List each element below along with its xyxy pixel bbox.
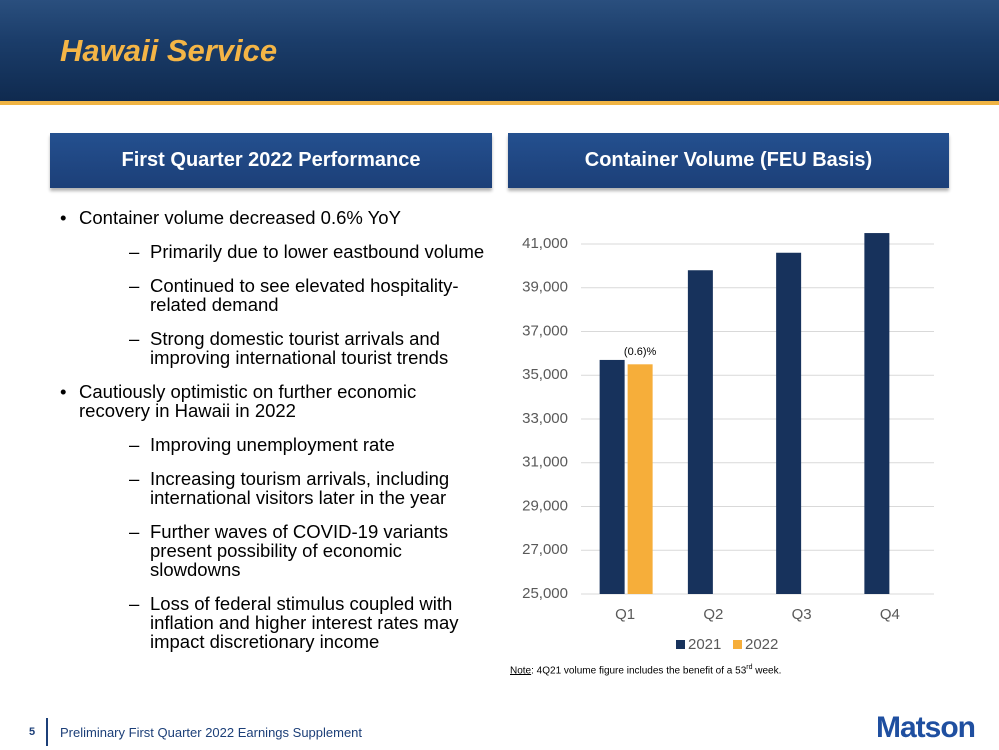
data-annotation: (0.6)% <box>624 346 657 358</box>
bar <box>627 364 653 594</box>
y-tick-label: 35,000 <box>522 366 568 383</box>
legend-swatch <box>676 640 685 649</box>
bullet: Container volume decreased 0.6% YoY Prima… <box>58 208 488 367</box>
bullet: Cautiously optimistic on further economi… <box>58 382 488 651</box>
page-number: 5 <box>29 726 36 738</box>
bullet-text: Container volume decreased 0.6% YoY <box>79 207 401 228</box>
legend-swatch <box>733 640 742 649</box>
bar <box>776 252 802 594</box>
note-sup: rd <box>746 664 753 671</box>
bar <box>864 233 890 594</box>
y-tick-label: 33,000 <box>522 410 568 427</box>
logo: Matson <box>876 711 976 744</box>
note-end: week. <box>752 665 782 677</box>
sub-bullet: Primarily due to lower eastbound volume <box>79 242 488 261</box>
legend-label: 2021 <box>688 636 721 653</box>
x-tick-label: Q4 <box>880 606 900 623</box>
bullet-list: Container volume decreased 0.6% YoY Prima… <box>58 208 488 666</box>
sub-bullet: Further waves of COVID-19 variants prese… <box>79 522 488 579</box>
note-text: : 4Q21 volume figure includes the benefi… <box>531 665 747 677</box>
chart-title: Container Volume (FEU Basis) <box>508 133 949 188</box>
y-tick-label: 41,000 <box>522 235 568 252</box>
sub-bullet: Increasing tourism arrivals, including i… <box>79 469 488 507</box>
sub-bullet: Loss of federal stimulus coupled with in… <box>79 594 488 651</box>
legend-label: 2022 <box>745 636 778 653</box>
footer-divider <box>46 718 48 746</box>
x-tick-label: Q1 <box>615 606 635 623</box>
y-tick-label: 29,000 <box>522 497 568 514</box>
panel-heading: First Quarter 2022 Performance <box>50 133 492 188</box>
bar <box>687 270 713 594</box>
header-banner <box>0 0 999 105</box>
chart: 25,000 27,000 29,000 31,000 33,000 35,000 37,0… <box>522 233 934 653</box>
footer-text: Preliminary First Quarter 2022 Earnings … <box>60 725 363 740</box>
bullet-text: Cautiously optimistic on further economi… <box>79 381 417 421</box>
x-tick-label: Q3 <box>792 606 812 623</box>
sub-bullet: Continued to see elevated hospitality-re… <box>79 276 488 314</box>
sub-bullet: Improving unemployment rate <box>79 435 488 454</box>
slide-title: Hawaii Service <box>60 33 278 68</box>
chart-note: Note: 4Q21 volume figure includes the be… <box>510 664 781 676</box>
note-label: Note <box>510 665 532 677</box>
bar <box>599 359 625 594</box>
y-tick-label: 31,000 <box>522 454 568 471</box>
y-tick-label: 37,000 <box>522 322 568 339</box>
y-tick-label: 27,000 <box>522 541 568 558</box>
x-tick-label: Q2 <box>703 606 723 623</box>
y-tick-label: 25,000 <box>522 585 568 602</box>
y-tick-label: 39,000 <box>522 279 568 296</box>
sub-bullet: Strong domestic tourist arrivals and imp… <box>79 329 488 367</box>
